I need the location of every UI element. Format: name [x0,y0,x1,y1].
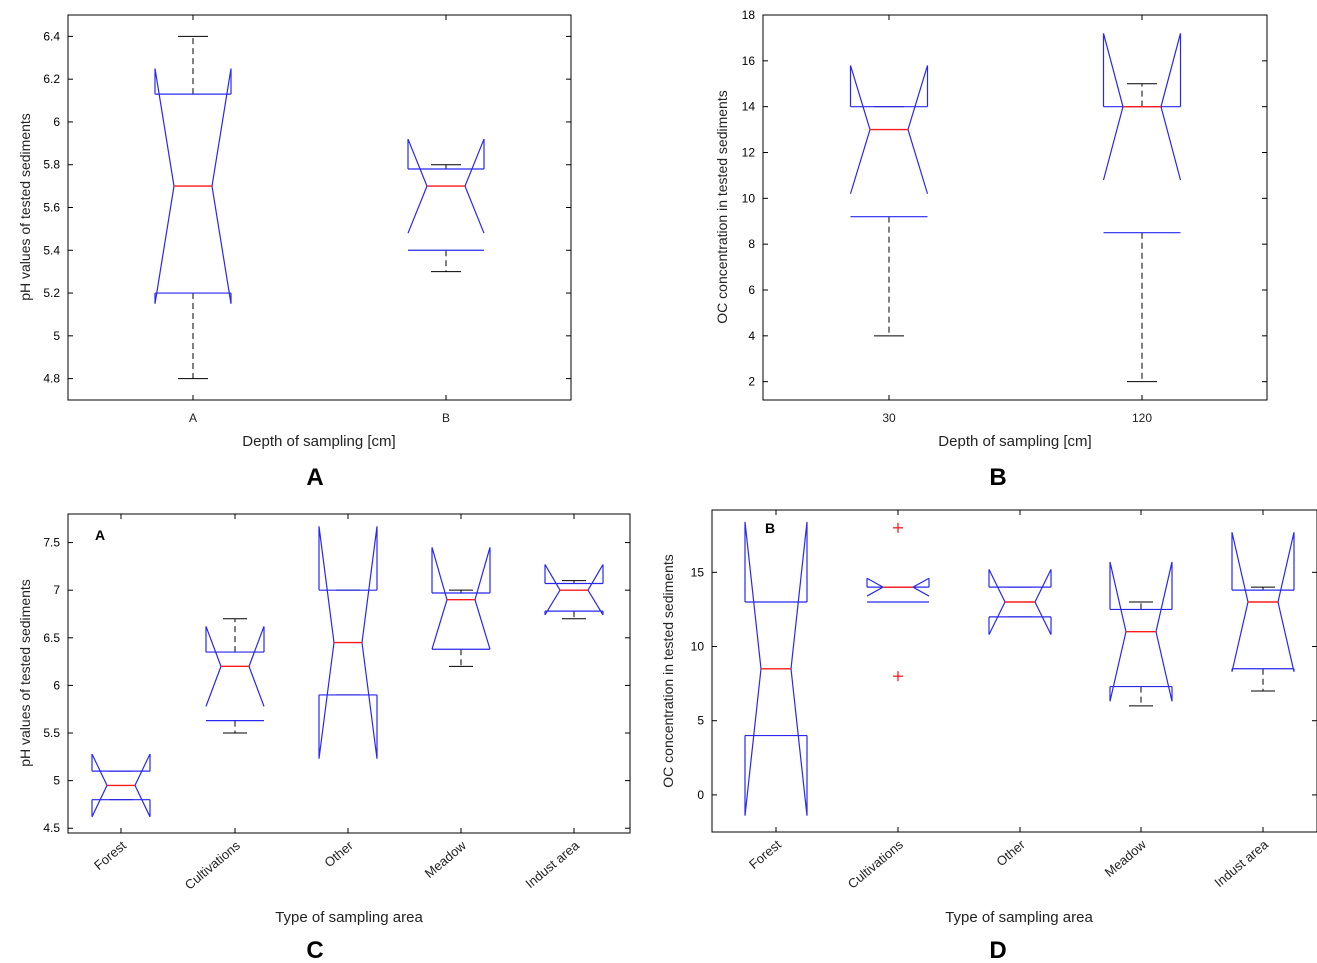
y-tick-label: 2 [748,375,755,389]
panel-d-y-axis-label: OC concentration in tested sediments [660,554,676,787]
panel-d-letter: D [989,937,1006,963]
x-tick-label: Meadow [1102,836,1150,879]
y-tick-label: 7.5 [43,536,60,550]
box-outline [1102,33,1182,234]
panel-d-plot-frame [711,509,1317,833]
y-tick-label: 8 [748,237,755,251]
y-tick-label: 12 [742,146,756,160]
x-tick-label: Meadow [422,837,470,880]
y-tick-label: 5.4 [43,243,60,257]
x-tick-label: Cultivations [182,837,244,892]
y-tick-label: 18 [742,8,756,22]
panel-c-x-axis-label: Type of sampling area [275,909,423,926]
x-tick-label: Other [321,837,356,870]
x-tick-label: B [442,411,450,425]
panel-b-plot-frame [762,14,1268,401]
y-tick-label: 6 [53,115,60,129]
panel-c-plot-frame [67,513,631,834]
panel-b-boxes [849,33,1182,383]
y-tick-label: 5.2 [43,286,60,300]
panel-d-x-axis-label: Type of sampling area [945,909,1093,926]
x-tick-label: 30 [882,411,896,425]
x-tick-label: Cultivations [845,836,907,891]
y-tick-label: 5.6 [43,201,60,215]
box-outline [431,547,491,650]
panel-b-x-axis-label: Depth of sampling [cm] [938,433,1091,450]
panel-c-chart: 4.5 5 5.5 6 6.5 7 7.5 Forest Cultivations Other Me… [17,513,631,963]
panel-a-y-axis-label: pH values of tested sediments [17,113,33,301]
panel-a-ticks: 4.8 5 5.2 5.4 5.6 5.8 6 6.2 6.4 A B [43,15,571,425]
panel-b-letter: B [989,464,1006,491]
panel-a-x-axis-label: Depth of sampling [cm] [242,433,395,450]
x-tick-label: 120 [1132,411,1152,425]
y-tick-label: 5.5 [43,726,60,740]
panel-d-chart: 0 5 10 15 Forest Cultivations Other Meadow Indus… [660,509,1317,963]
y-tick-label: 4.8 [43,372,60,386]
y-tick-label: 7 [53,583,60,597]
panel-c-y-axis-label: pH values of tested sediments [17,579,33,767]
y-tick-label: 5 [697,714,704,728]
y-tick-label: 6.4 [43,29,60,43]
y-tick-label: 6.5 [43,631,60,645]
box-outline [849,65,929,218]
y-tick-label: 15 [691,565,705,579]
x-tick-label: Forest [746,837,784,872]
panel-b-y-axis-label: OC concentration in tested sediments [714,90,730,323]
box-outline [866,577,930,603]
panel-c-boxes [91,526,604,818]
x-tick-label: Forest [91,838,129,873]
panel-d-ticks: 0 5 10 15 Forest Cultivations Other Meadow Indus… [691,510,1317,891]
panel-a-plot-frame [67,14,572,401]
panel-d-inset-label: B [765,520,775,536]
box-outline [407,138,485,251]
x-tick-label: A [189,411,197,425]
y-tick-label: 14 [742,100,756,114]
y-tick-label: 6 [53,678,60,692]
x-tick-label: Indust area [1211,836,1271,890]
y-tick-label: 5 [53,329,60,343]
panel-a-boxes [154,35,485,380]
x-tick-label: Indust area [522,837,582,891]
y-tick-label: 4.5 [43,821,60,835]
y-tick-label: 10 [691,640,705,654]
y-tick-label: 10 [742,191,756,205]
y-tick-label: 0 [697,788,704,802]
panel-c-inset-label: A [95,527,105,543]
y-tick-label: 5.8 [43,158,60,172]
panel-b-chart: 2 4 6 8 10 12 14 16 18 30 120 Depth of sampling [c… [714,8,1268,491]
y-tick-label: 5 [53,774,60,788]
panel-a-chart: 4.8 5 5.2 5.4 5.6 5.8 6 6.2 6.4 A B Depth of sampl… [17,14,572,491]
y-tick-label: 16 [742,54,756,68]
panel-c-ticks: 4.5 5 5.5 6 6.5 7 7.5 Forest Cultivations Other Me… [43,514,630,892]
y-tick-label: 6 [748,283,755,297]
panel-c-letter: C [306,937,323,963]
panel-b-ticks: 2 4 6 8 10 12 14 16 18 30 120 [742,8,1267,425]
panel-a-letter: A [306,464,323,491]
x-tick-label: Other [993,836,1028,869]
y-tick-label: 4 [748,329,755,343]
y-tick-label: 6.2 [43,72,60,86]
panel-d-boxes [744,521,1295,816]
